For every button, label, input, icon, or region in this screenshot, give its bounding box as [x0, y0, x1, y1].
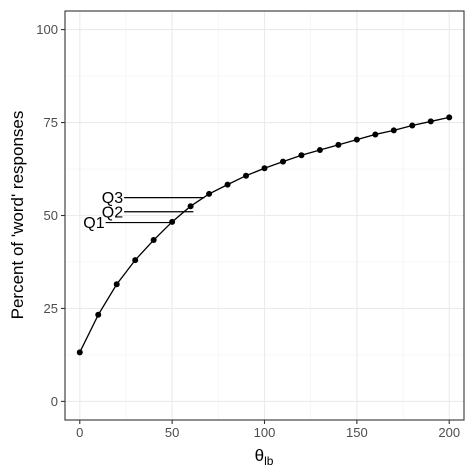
y-tick-label: 100: [36, 22, 58, 37]
x-axis-title-main: θ: [255, 446, 264, 465]
data-point: [243, 172, 250, 179]
y-tick-label: 75: [44, 115, 58, 130]
data-point: [298, 152, 305, 159]
x-axis-title-subscript: lb: [264, 454, 274, 468]
y-tick-label: 25: [44, 301, 58, 316]
data-point: [390, 127, 397, 134]
x-tick-label: 150: [346, 425, 368, 440]
data-point: [261, 165, 268, 172]
panel-border: [64, 10, 465, 421]
x-tick-label: 50: [165, 425, 179, 440]
data-point: [150, 237, 157, 244]
data-point: [353, 136, 360, 143]
data-point: [113, 281, 120, 288]
data-point: [206, 190, 213, 197]
x-axis-title: θlb: [255, 446, 274, 468]
data-point: [427, 118, 434, 125]
data-series: [76, 114, 453, 356]
y-axis-title: Percent of 'word' responses: [8, 111, 27, 320]
data-point: [187, 203, 194, 210]
data-point: [409, 122, 416, 129]
annotation-label-q2: Q2: [102, 204, 123, 221]
data-point: [169, 218, 176, 225]
y-tick-label: 0: [51, 394, 58, 409]
data-point: [132, 257, 139, 264]
y-axis: 0 25 50 75 100: [36, 22, 65, 409]
x-tick-label: 200: [438, 425, 460, 440]
data-point: [95, 311, 102, 318]
data-point: [446, 114, 453, 121]
y-tick-label: 50: [44, 208, 58, 223]
data-point: [372, 131, 379, 138]
x-tick-label: 0: [76, 425, 83, 440]
grid-lines: [65, 11, 464, 420]
x-axis: 0 50 100 150 200: [76, 420, 460, 440]
data-point: [224, 181, 231, 188]
annotation-label-q1: Q1: [83, 215, 104, 232]
annotation-label-q3: Q3: [102, 190, 123, 207]
data-point: [76, 349, 83, 356]
data-point: [335, 141, 342, 148]
data-point: [316, 147, 323, 154]
x-tick-label: 100: [254, 425, 276, 440]
data-point: [279, 158, 286, 165]
